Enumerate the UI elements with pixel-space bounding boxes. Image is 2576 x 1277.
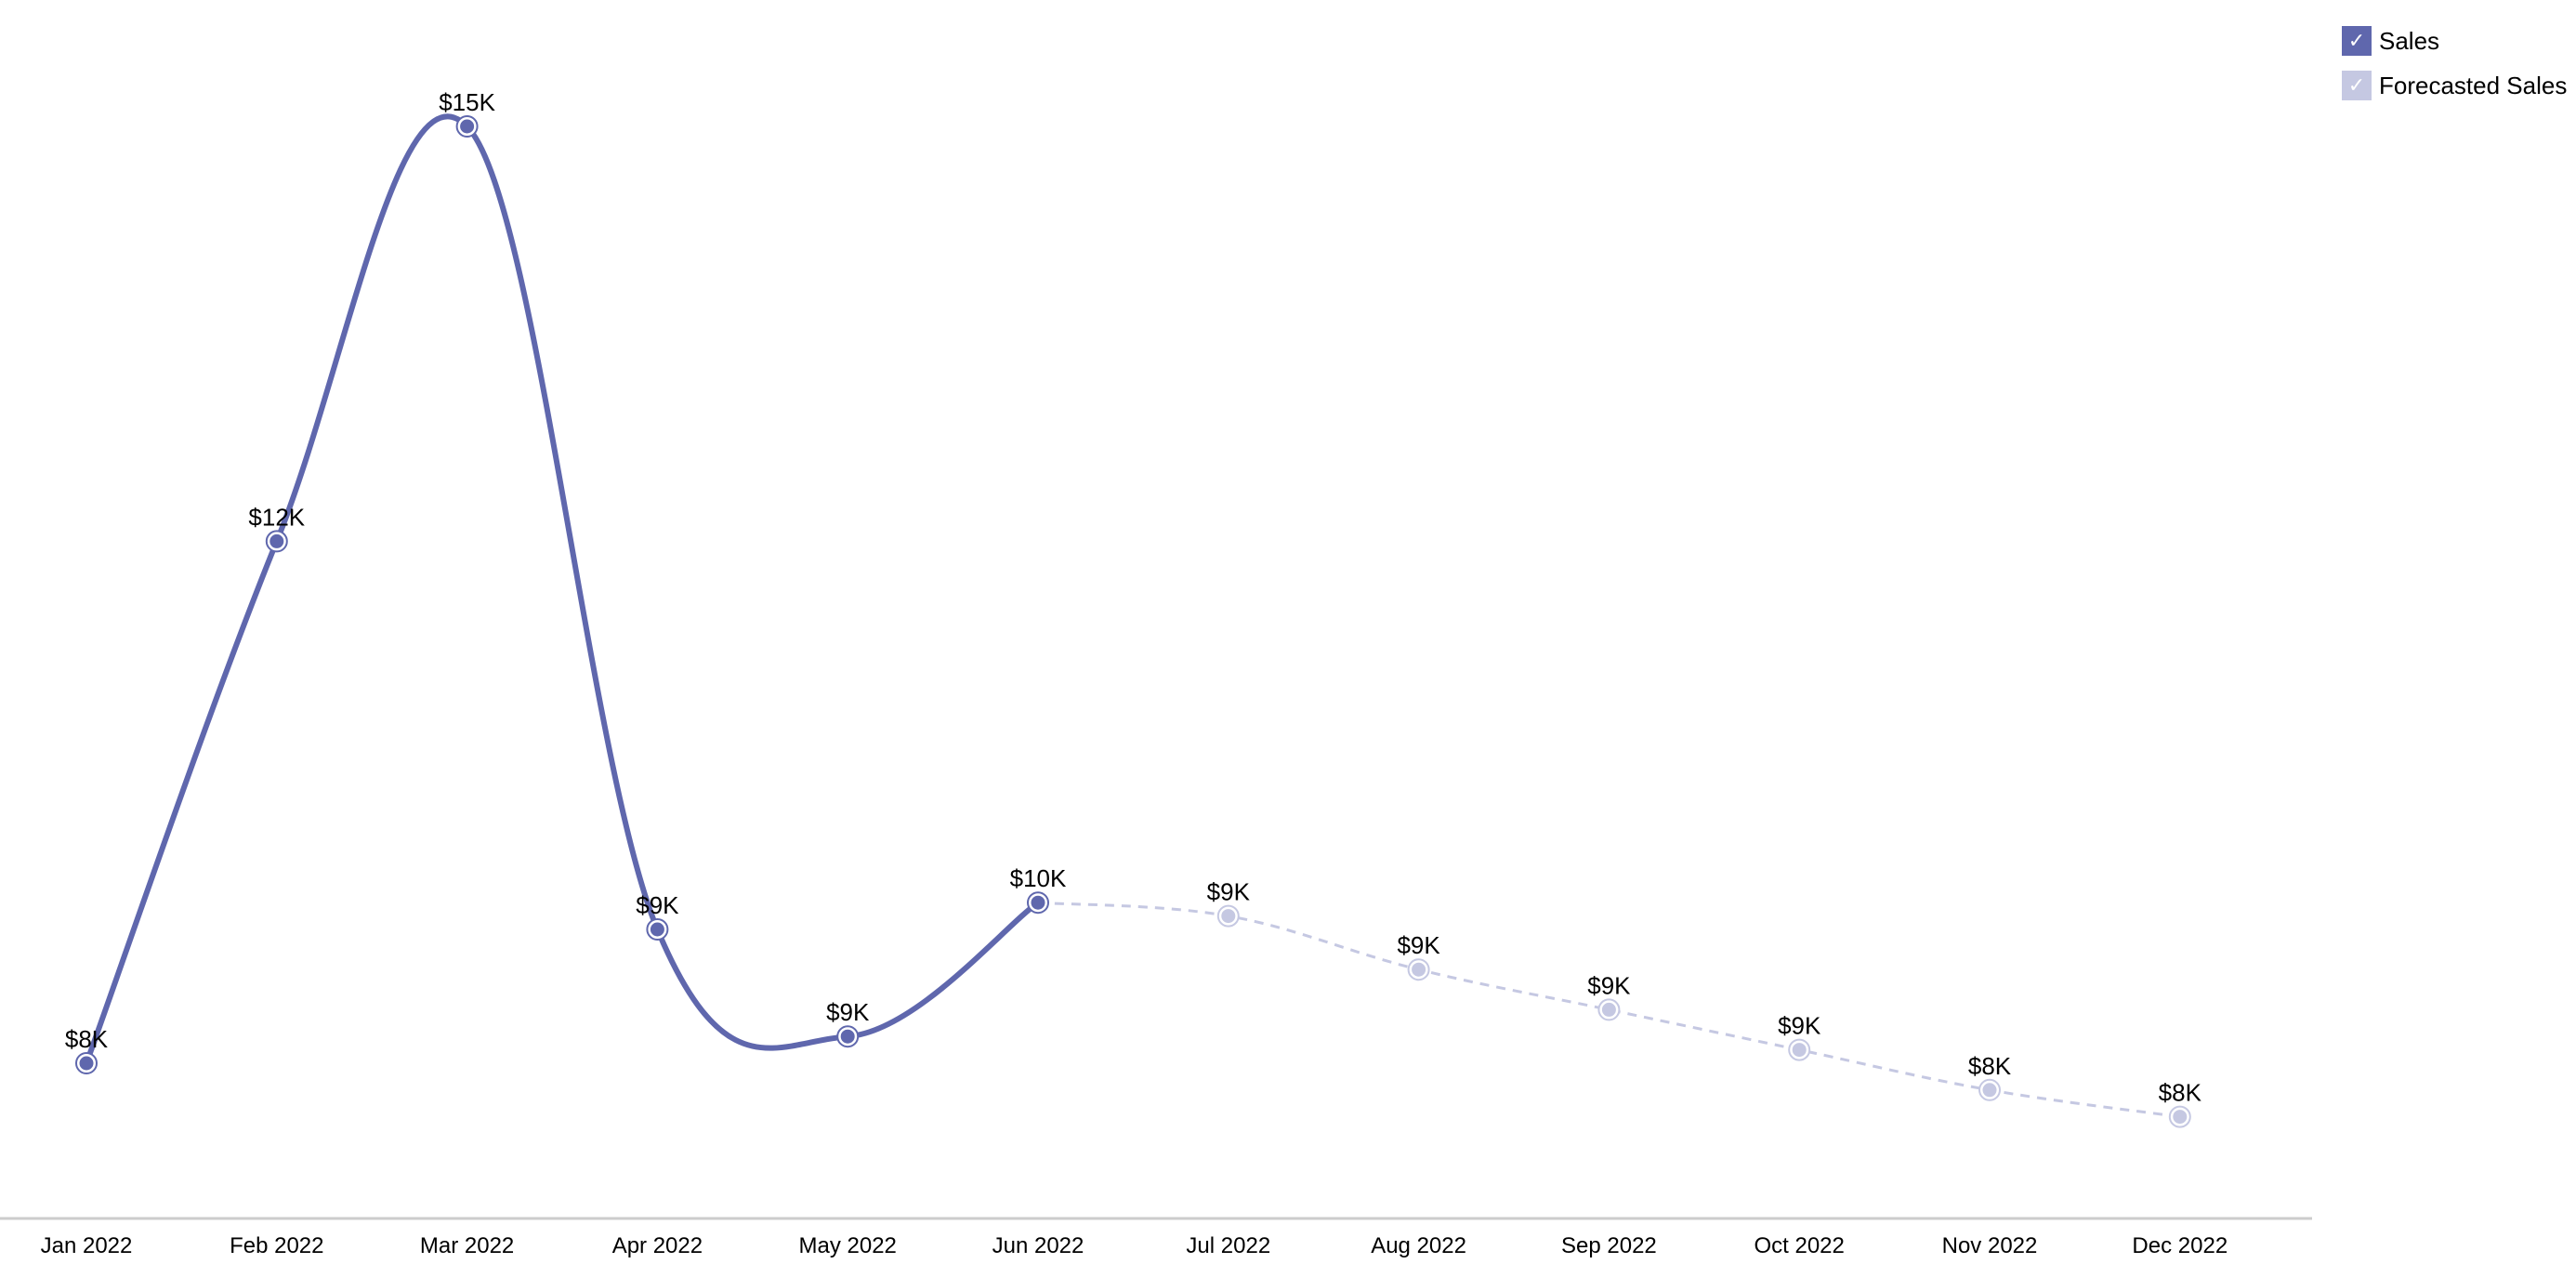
data-point-ring bbox=[836, 1025, 860, 1048]
data-point-ring bbox=[75, 1052, 98, 1074]
data-point-marker[interactable] bbox=[1789, 1040, 1809, 1060]
x-axis-label: Oct 2022 bbox=[1754, 1233, 1844, 1258]
x-axis-label: Mar 2022 bbox=[420, 1233, 514, 1258]
data-label: $9K bbox=[1397, 931, 1440, 959]
data-label: $9K bbox=[1587, 971, 1631, 999]
sales-line bbox=[84, 113, 1040, 1065]
x-axis-label: Jan 2022 bbox=[41, 1233, 133, 1258]
x-axis-label: Aug 2022 bbox=[1371, 1233, 1466, 1258]
data-point-ring bbox=[1407, 958, 1430, 981]
data-point-ring bbox=[2168, 1105, 2191, 1128]
data-point-marker[interactable] bbox=[1979, 1080, 2000, 1100]
legend-label: Forecasted Sales bbox=[2379, 71, 2568, 99]
data-point-marker[interactable] bbox=[1598, 999, 1619, 1020]
x-axis-label: Sep 2022 bbox=[1561, 1233, 1657, 1258]
data-point-ring bbox=[646, 918, 669, 941]
x-axis-label: Dec 2022 bbox=[2132, 1233, 2228, 1258]
data-point-marker[interactable] bbox=[267, 531, 287, 551]
checkbox-checked-icon[interactable]: ✓ bbox=[2342, 26, 2372, 56]
data-point-marker[interactable] bbox=[1028, 892, 1048, 913]
data-point-ring bbox=[1216, 904, 1240, 928]
data-point-marker[interactable] bbox=[837, 1026, 858, 1047]
data-label: $8K bbox=[1968, 1052, 2012, 1080]
data-point-marker[interactable] bbox=[76, 1053, 97, 1073]
data-point-marker[interactable] bbox=[2170, 1107, 2190, 1127]
data-point-ring bbox=[265, 530, 288, 553]
data-point-ring bbox=[455, 115, 479, 138]
data-point-marker[interactable] bbox=[1218, 906, 1239, 927]
data-label: $9K bbox=[826, 998, 870, 1026]
legend-label: Sales bbox=[2379, 26, 2440, 55]
legend-item-sales[interactable]: ✓ Sales bbox=[2342, 19, 2567, 63]
data-label: $8K bbox=[2159, 1079, 2202, 1107]
data-point-marker[interactable] bbox=[647, 919, 667, 940]
data-point-ring bbox=[1978, 1078, 2001, 1101]
x-axis-label: May 2022 bbox=[798, 1233, 896, 1258]
x-axis-label: Jul 2022 bbox=[1186, 1233, 1270, 1258]
data-point-marker[interactable] bbox=[457, 116, 478, 137]
data-label: $10K bbox=[1010, 864, 1067, 892]
data-points bbox=[75, 115, 2191, 1128]
data-label: $9K bbox=[1778, 1012, 1821, 1040]
data-labels: $8K $12K $15K $9K $9K $10K $9K $9K $9K $9K $8K $8K bbox=[65, 88, 2202, 1107]
data-point-ring bbox=[1027, 891, 1049, 915]
legend: ✓ Sales ✓ Forecasted Sales bbox=[2342, 19, 2567, 108]
data-point-ring bbox=[1788, 1038, 1811, 1061]
data-label: $15K bbox=[439, 88, 495, 116]
data-label: $8K bbox=[65, 1025, 109, 1053]
data-label: $12K bbox=[248, 503, 305, 531]
data-point-marker[interactable] bbox=[1409, 959, 1429, 980]
x-axis-label: Feb 2022 bbox=[230, 1233, 323, 1258]
legend-item-forecasted-sales[interactable]: ✓ Forecasted Sales bbox=[2342, 63, 2567, 108]
x-axis-label: Apr 2022 bbox=[612, 1233, 703, 1258]
data-label: $9K bbox=[636, 891, 679, 919]
data-point-ring bbox=[1597, 998, 1621, 1021]
checkbox-checked-icon[interactable]: ✓ bbox=[2342, 71, 2372, 100]
data-label: $9K bbox=[1207, 878, 1251, 906]
x-axis-label: Jun 2022 bbox=[992, 1233, 1084, 1258]
x-axis-label: Nov 2022 bbox=[1942, 1233, 2038, 1258]
x-axis-labels: Jan 2022 Feb 2022 Mar 2022 Apr 2022 May 2022… bbox=[41, 1233, 2228, 1258]
